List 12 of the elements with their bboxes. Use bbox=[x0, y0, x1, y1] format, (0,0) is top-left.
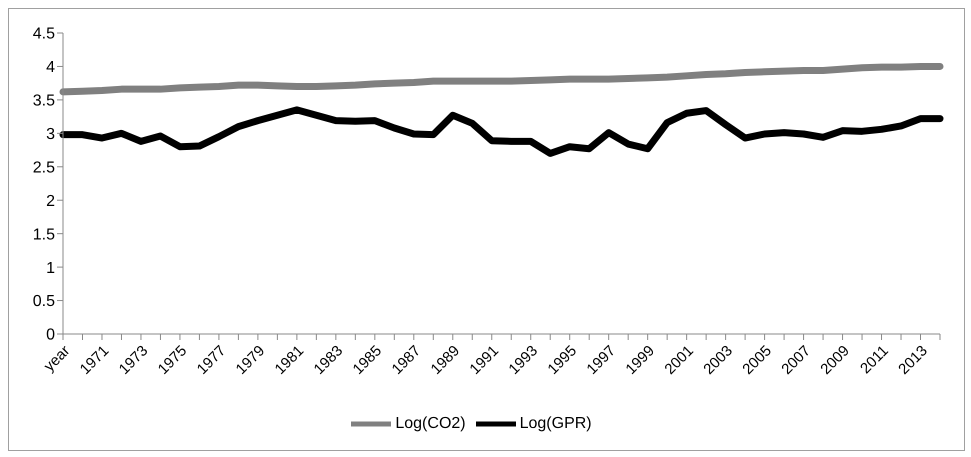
y-tick-label: 4 bbox=[46, 59, 56, 76]
y-tick-label: 1.5 bbox=[32, 226, 56, 244]
y-tick-label: 0 bbox=[46, 326, 56, 344]
y-tick-label: 3 bbox=[46, 126, 56, 144]
y-tick-label: 1 bbox=[46, 260, 56, 277]
y-tick-label: 2.5 bbox=[32, 159, 56, 176]
legend-label: Log(GPR) bbox=[520, 415, 592, 432]
y-tick-label: 0.5 bbox=[32, 293, 56, 310]
legend-label: Log(CO2) bbox=[395, 415, 466, 432]
y-tick-label: 3.5 bbox=[32, 92, 56, 110]
y-tick-label: 2 bbox=[46, 192, 56, 210]
y-tick-label: 4.5 bbox=[32, 26, 56, 43]
